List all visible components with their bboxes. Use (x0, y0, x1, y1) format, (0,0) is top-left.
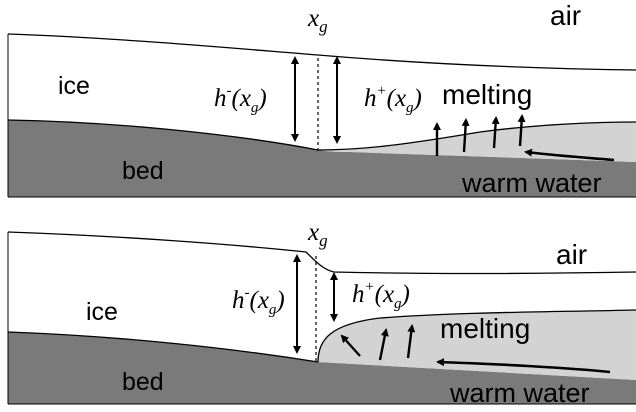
h-plus-label: h+(xg) (364, 83, 422, 116)
warm-water-flow-arrow (524, 148, 615, 162)
xg-label: xg (307, 5, 328, 36)
h-minus-label: h-(xg) (214, 83, 267, 116)
warm-water-flow-arrow (436, 358, 611, 374)
bed-region (8, 120, 636, 197)
air-label: air (550, 0, 581, 31)
melt-arrow (340, 334, 361, 357)
bed-label: bed (122, 368, 164, 396)
water-cavity (318, 310, 636, 380)
top-panel: xg air ice bed h-(xg) h+(xg) melting war… (7, 0, 636, 198)
ice-base-line (7, 331, 319, 363)
xg-label: xg (307, 219, 328, 250)
melting-label: melting (440, 313, 530, 344)
warm-water-label: warm water (449, 378, 590, 408)
melt-arrow (378, 328, 389, 361)
melt-arrow (406, 324, 416, 359)
bed-label: bed (122, 157, 164, 185)
bed-region (8, 332, 636, 404)
ice-shelf-base-line (317, 309, 636, 363)
h-plus-label: h+(xg) (352, 279, 410, 312)
ice-surface-line (7, 33, 636, 71)
melting-label: melting (442, 79, 532, 110)
bottom-panel: xg air ice bed h-(xg) h+(xg) melting war… (7, 219, 636, 408)
ice-base-line (7, 119, 636, 151)
h-minus-label: h-(xg) (232, 285, 285, 318)
ice-surface-line (7, 231, 636, 275)
ice-label: ice (86, 298, 118, 326)
melt-arrow (491, 116, 500, 149)
warm-water-label: warm water (461, 168, 602, 198)
ice-label: ice (58, 72, 90, 100)
air-label: air (556, 239, 587, 270)
melt-arrow (517, 114, 526, 147)
water-cavity (318, 122, 636, 162)
melt-arrow (461, 118, 470, 153)
